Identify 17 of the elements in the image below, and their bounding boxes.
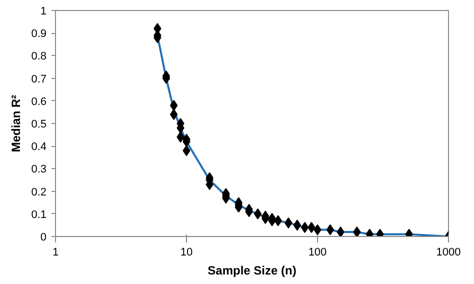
y-tick-label: 0.1 [31, 208, 47, 221]
y-tick-label: 0 [40, 232, 47, 244]
y-tick-label: 0.3 [31, 164, 47, 176]
y-tick-label: 0.6 [31, 96, 47, 108]
x-tick-label: 1 [52, 246, 59, 258]
y-tick-label: 0.9 [31, 28, 47, 40]
y-tick-label: 0.7 [31, 73, 47, 86]
y-tick-label: 1 [40, 6, 47, 18]
y-tick-label: 0.8 [31, 50, 47, 63]
y-tick-label: 0.4 [31, 141, 47, 154]
y-axis-title: Median R² [9, 94, 24, 152]
x-axis-title: Sample Size (n) [208, 264, 296, 278]
x-tick-label: 10 [180, 246, 193, 258]
y-tick-label: 0.5 [31, 118, 47, 130]
y-tick-label: 0.2 [31, 186, 47, 198]
x-tick-label: 100 [308, 246, 327, 258]
x-tick-label: 1000 [436, 246, 461, 258]
